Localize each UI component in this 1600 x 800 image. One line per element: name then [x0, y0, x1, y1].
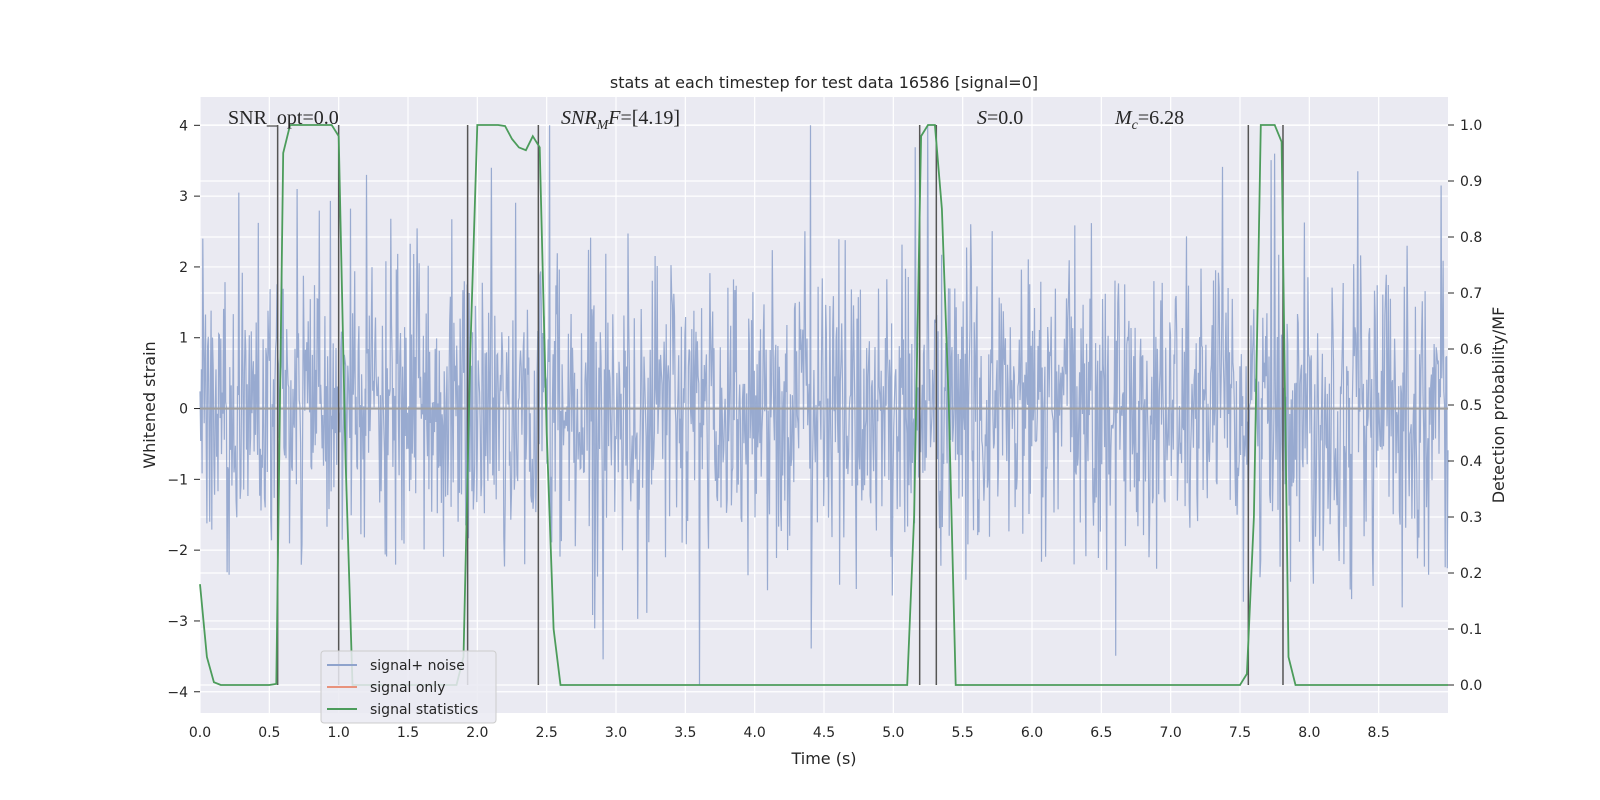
y-tick-label: 0: [179, 402, 188, 418]
x-tick-label: 7.5: [1229, 725, 1251, 741]
signal-statistics-series: [199, 124, 1448, 686]
x-tick-label: 6.0: [1021, 725, 1043, 741]
y-right-tick-label: 0.6: [1460, 342, 1482, 358]
x-tick-label: 0.5: [258, 725, 280, 741]
x-axis-label: Time (s): [790, 749, 856, 768]
x-tick-label: 7.0: [1160, 725, 1182, 741]
x-tick-label: 0.0: [189, 725, 211, 741]
legend: signal+ noise signal only signal statist…: [320, 650, 497, 724]
x-tick-label: 1.0: [328, 725, 350, 741]
s-annotation: S=0.0: [977, 107, 1023, 129]
y-tick-label: 1: [179, 331, 188, 347]
y-tick-label: 3: [179, 189, 188, 205]
x-tick-label: 3.0: [605, 725, 627, 741]
y-right-tick-label: 0.8: [1460, 230, 1482, 246]
y-right-tick-label: 0.5: [1460, 398, 1482, 414]
x-tick-label: 4.0: [744, 725, 766, 741]
legend-label-signal-only: signal only: [370, 680, 445, 696]
y-tick-label: −2: [167, 543, 188, 559]
x-tick-label: 1.5: [397, 725, 419, 741]
y-tick-label: −3: [167, 614, 188, 630]
legend-box: [320, 650, 497, 724]
y-right-tick-label: 0.7: [1460, 286, 1482, 302]
chart-title: stats at each timestep for test data 165…: [610, 73, 1038, 92]
x-tick-label: 3.5: [674, 725, 696, 741]
x-tick-label: 8.0: [1298, 725, 1320, 741]
x-tick-label: 2.0: [466, 725, 488, 741]
y-tick-label: −4: [167, 685, 188, 701]
snr-mf-value: [4.19]: [632, 107, 680, 129]
y-right-tick-label: 0.1: [1460, 622, 1482, 638]
y-right-tick-label: 0.4: [1460, 454, 1482, 470]
y-tick-label: −1: [167, 472, 188, 488]
mc-annotation: Mc=6.28: [1114, 107, 1184, 133]
x-tick-label: 5.0: [882, 725, 904, 741]
y-tick-label: 4: [179, 118, 188, 134]
x-tick-label: 4.5: [813, 725, 835, 741]
y-right-tick-label: 0.2: [1460, 566, 1482, 582]
legend-label-signal-statistics: signal statistics: [370, 702, 478, 718]
x-tick-label: 6.5: [1090, 725, 1112, 741]
y-tick-label: 2: [179, 260, 188, 276]
snr-opt-annotation: SNR_opt=0.0: [228, 107, 339, 129]
s-value: =0.0: [987, 107, 1023, 129]
legend-label-signal-noise: signal+ noise: [370, 658, 465, 674]
y-axis-label: Whitened strain: [140, 341, 159, 468]
x-tick-label: 8.5: [1368, 725, 1390, 741]
mc-value: =6.28: [1138, 107, 1184, 129]
signal-noise-trace: [199, 125, 1449, 685]
y-right-tick-label: 0.0: [1460, 678, 1482, 694]
y-right-tick-label: 1.0: [1460, 118, 1482, 134]
signal-noise-series: [199, 125, 1449, 685]
y-right-tick-label: 0.9: [1460, 174, 1482, 190]
vertical-markers: [276, 125, 1284, 685]
y-right-tick-label: 0.3: [1460, 510, 1482, 526]
x-tick-label: 2.5: [536, 725, 558, 741]
snr-mf-annotation: SNRMF=[4.19]: [561, 107, 680, 133]
ticks-layer: 0.0 0.5 1.0 1.5 2.0 2.5 3.0 3.5 4.0 4.5 5.0 5.5 6.0 6…: [167, 118, 1482, 741]
y-right-axis-label: Detection probability/MF: [1489, 307, 1508, 504]
x-tick-label: 5.5: [952, 725, 974, 741]
